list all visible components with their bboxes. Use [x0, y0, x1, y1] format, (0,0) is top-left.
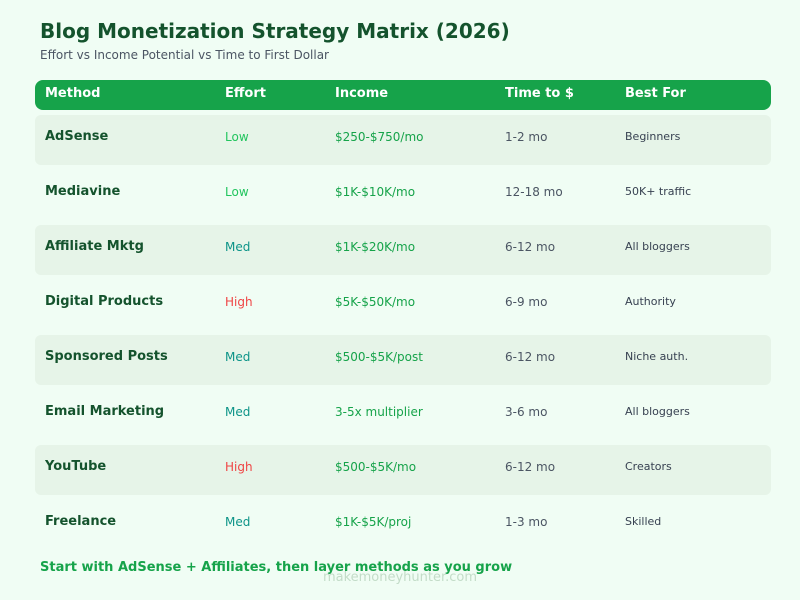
best-for-cell: All bloggers — [625, 405, 690, 418]
income-cell: $5K-$50K/mo — [335, 295, 416, 309]
method-cell: Email Marketing — [45, 404, 165, 419]
best-for-cell: Niche auth. — [625, 350, 689, 363]
income-cell: $1K-$5K/proj — [335, 515, 412, 529]
method-cell: Affiliate Mktg — [45, 239, 144, 254]
effort-cell: Low — [225, 130, 249, 144]
time-to-dollar-cell: 3-6 mo — [505, 405, 548, 419]
effort-cell: Med — [225, 515, 251, 529]
method-cell: Mediavine — [45, 184, 121, 199]
effort-cell: High — [225, 295, 253, 309]
effort-cell: Low — [225, 185, 249, 199]
table-row: AdSense Low $250-$750/mo 1-2 mo Beginners — [35, 115, 771, 165]
time-to-dollar-cell: 12-18 mo — [505, 185, 563, 199]
table-row: Mediavine Low $1K-$10K/mo 12-18 mo 50K+ traf… — [35, 170, 771, 220]
best-for-cell: All bloggers — [625, 240, 690, 253]
best-for-cell: Beginners — [625, 130, 681, 143]
table-row: Affiliate Mktg Med $1K-$20K/mo 6-12 mo All b… — [35, 225, 771, 275]
income-cell: $500-$5K/post — [335, 350, 423, 364]
time-to-dollar-cell: 1-2 mo — [505, 130, 548, 144]
effort-cell: High — [225, 460, 253, 474]
header-time-to-dollar: Time to $ — [505, 86, 574, 101]
table-row: Freelance Med $1K-$5K/proj 1-3 mo Skilled — [35, 500, 771, 550]
watermark: makemoneyhunter.com — [322, 570, 478, 585]
income-cell: $500-$5K/mo — [335, 460, 417, 474]
header-best-for: Best For — [625, 86, 686, 101]
table-row: Digital Products High $5K-$50K/mo 6-9 mo Aut… — [35, 280, 771, 330]
income-cell: $1K-$10K/mo — [335, 185, 416, 199]
page-title: Blog Monetization Strategy Matrix (2026) — [40, 19, 510, 43]
method-cell: Digital Products — [45, 294, 164, 309]
effort-cell: Med — [225, 405, 251, 419]
best-for-cell: Creators — [625, 460, 672, 473]
method-cell: Freelance — [45, 514, 117, 529]
table-row: Email Marketing Med 3-5x multiplier 3-6 mo A… — [35, 390, 771, 440]
method-cell: YouTube — [45, 459, 107, 474]
method-cell: Sponsored Posts — [45, 349, 168, 364]
best-for-cell: Skilled — [625, 515, 662, 528]
time-to-dollar-cell: 6-9 mo — [505, 295, 548, 309]
time-to-dollar-cell: 6-12 mo — [505, 350, 556, 364]
table-body: AdSense Low $250-$750/mo 1-2 mo Beginners Med… — [35, 115, 771, 550]
effort-cell: Med — [225, 240, 251, 254]
time-to-dollar-cell: 6-12 mo — [505, 240, 556, 254]
best-for-cell: Authority — [625, 295, 676, 308]
method-cell: AdSense — [45, 129, 109, 144]
table-row: Sponsored Posts Med $500-$5K/post 6-12 mo Ni… — [35, 335, 771, 385]
income-cell: $250-$750/mo — [335, 130, 424, 144]
income-cell: $1K-$20K/mo — [335, 240, 416, 254]
header-effort: Effort — [225, 86, 266, 101]
header-income: Income — [335, 86, 389, 101]
footer-tip: Start with AdSense + Affiliates, then la… — [40, 560, 513, 575]
table-header: Method Effort Income Time to $ Best For — [35, 80, 771, 110]
header-method: Method — [45, 86, 101, 101]
time-to-dollar-cell: 1-3 mo — [505, 515, 548, 529]
page-subtitle: Effort vs Income Potential vs Time to Fi… — [40, 48, 329, 62]
income-cell: 3-5x multiplier — [335, 405, 423, 419]
best-for-cell: 50K+ traffic — [625, 185, 692, 198]
table-row: YouTube High $500-$5K/mo 6-12 mo Creators — [35, 445, 771, 495]
time-to-dollar-cell: 6-12 mo — [505, 460, 556, 474]
strategy-table: Method Effort Income Time to $ Best For … — [35, 80, 771, 550]
effort-cell: Med — [225, 350, 251, 364]
